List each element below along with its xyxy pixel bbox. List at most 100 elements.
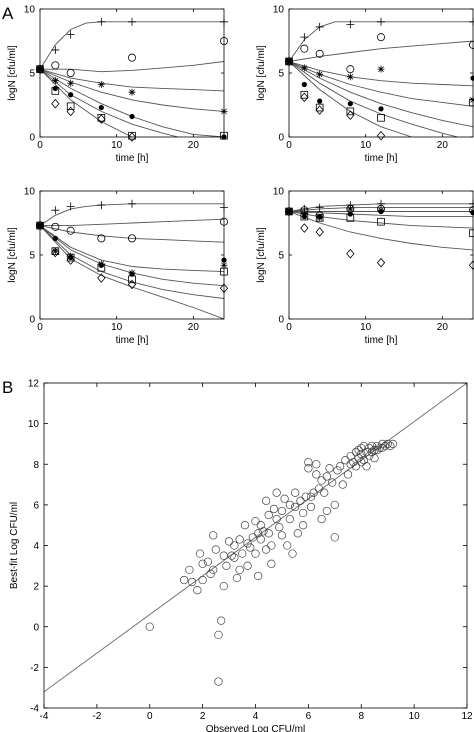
fit-curve-6	[40, 225, 224, 299]
marker-diamond-2	[66, 106, 75, 117]
y-axis-label: logN [cfu/ml]	[7, 227, 18, 283]
marker-plus-2	[315, 203, 324, 212]
scatter-point	[285, 514, 295, 524]
marker-dot-2	[317, 98, 323, 104]
scatter-point	[351, 447, 361, 457]
scatter-point	[272, 514, 281, 524]
marker-square-1	[300, 212, 309, 221]
scatter-point	[198, 559, 207, 568]
y-axis-label: Best-fit Log CFU/ml	[9, 502, 20, 589]
scatter-point	[193, 586, 202, 595]
y-axis-label: logN [cfu/ml]	[7, 45, 18, 101]
scatter-point	[209, 565, 218, 575]
chart-a-bottom-right: 0 10 20 0 5 10 time [h] logN [cfu/ml]	[256, 187, 474, 346]
marker-star-3	[346, 205, 354, 213]
scatter-point	[320, 488, 329, 497]
scatter-point	[235, 565, 244, 575]
scatter-point	[264, 510, 273, 520]
y-tick-label: 10	[24, 5, 36, 16]
marker-plus-1	[300, 33, 309, 42]
marker-dot-2	[68, 254, 74, 261]
scatter-point	[243, 561, 252, 570]
scatter-point	[243, 539, 252, 548]
scatter-point	[298, 521, 308, 530]
marker-circle-3	[127, 53, 136, 62]
chart-a-top-right: 0 10 20 0 5 10 time [h] logN [cfu/ml]	[256, 5, 474, 164]
marker-square-2	[315, 103, 324, 112]
fit-curve-2	[40, 218, 224, 227]
y-tick-label: 0	[33, 622, 39, 633]
fit-curves	[40, 203, 224, 319]
scatter-point	[317, 476, 326, 485]
x-tick-label: 0	[147, 711, 153, 722]
scatter-point	[261, 545, 271, 554]
marker-circle-2	[315, 49, 324, 58]
scatter-point	[238, 549, 247, 558]
scatter-point	[341, 456, 350, 465]
marker-circle-4	[376, 33, 385, 42]
scatter-point	[145, 622, 154, 631]
scatter-point	[314, 484, 324, 493]
fit-curves	[40, 21, 224, 137]
y-tick-label: 0	[278, 133, 284, 144]
scatter-points	[145, 439, 398, 686]
x-axis-label: time [h]	[116, 335, 149, 346]
marker-square-2	[66, 102, 75, 111]
marker-diamond-4	[127, 279, 137, 290]
scatter-point	[219, 551, 228, 560]
marker-plus-1	[51, 206, 60, 215]
marker-circle-1	[300, 44, 309, 53]
marker-dot-1	[52, 235, 58, 241]
marker-square-1	[300, 90, 309, 99]
scatter-point	[232, 573, 242, 583]
y-tick-label: 0	[29, 315, 35, 326]
x-tick-label: 0	[37, 140, 43, 151]
scatter-point	[267, 559, 276, 568]
scatter-point	[272, 488, 281, 497]
scatter-point	[362, 447, 371, 457]
fit-curve-3	[40, 68, 224, 92]
marker-diamond-2	[66, 255, 75, 265]
identity-line	[44, 383, 467, 693]
marker-square-3	[346, 107, 355, 116]
scatter-point	[362, 462, 371, 471]
y-tick-label: 5	[29, 251, 35, 262]
marker-square-4	[377, 217, 385, 226]
scatter-point	[185, 565, 194, 575]
scatter-point	[259, 527, 268, 536]
marker-dot-5	[470, 210, 474, 216]
scatter-point	[333, 466, 342, 475]
fit-curve-1	[40, 21, 224, 70]
fit-curve-7	[40, 68, 133, 137]
scatter-point	[354, 454, 363, 463]
fit-curve-3	[40, 225, 224, 243]
fit-curve-4	[40, 225, 224, 273]
scatter-point	[386, 441, 395, 451]
scatter-point	[357, 449, 366, 459]
fit-curve-2	[289, 40, 473, 62]
scatter-point	[365, 451, 374, 461]
scatter-point	[214, 677, 223, 686]
marker-diamond-3	[97, 273, 106, 283]
scatter-point	[322, 472, 332, 481]
scatter-point	[253, 529, 263, 538]
scatter-point	[372, 445, 382, 455]
x-tick-label: 10	[111, 322, 123, 333]
marker-star-1	[300, 64, 308, 72]
marker-square-3	[97, 263, 106, 272]
chart-a-top-left: 0 10 20 0 5 10 time [h] logN [cfu/ml]	[7, 5, 228, 164]
y-tick-label: 10	[28, 419, 40, 430]
scatter-point	[351, 462, 361, 471]
x-tick-label: -2	[92, 711, 101, 722]
scatter-point	[264, 529, 273, 538]
marker-plus-4	[377, 17, 385, 26]
scatter-point	[357, 458, 366, 467]
identity-line-layer	[44, 383, 467, 693]
scatter-point	[304, 458, 313, 467]
x-tick-label: 2	[200, 711, 206, 722]
marker-dot-2	[317, 214, 323, 220]
scatter-point	[187, 577, 197, 587]
marker-diamond-2	[315, 105, 324, 115]
plot-frame	[43, 382, 468, 709]
